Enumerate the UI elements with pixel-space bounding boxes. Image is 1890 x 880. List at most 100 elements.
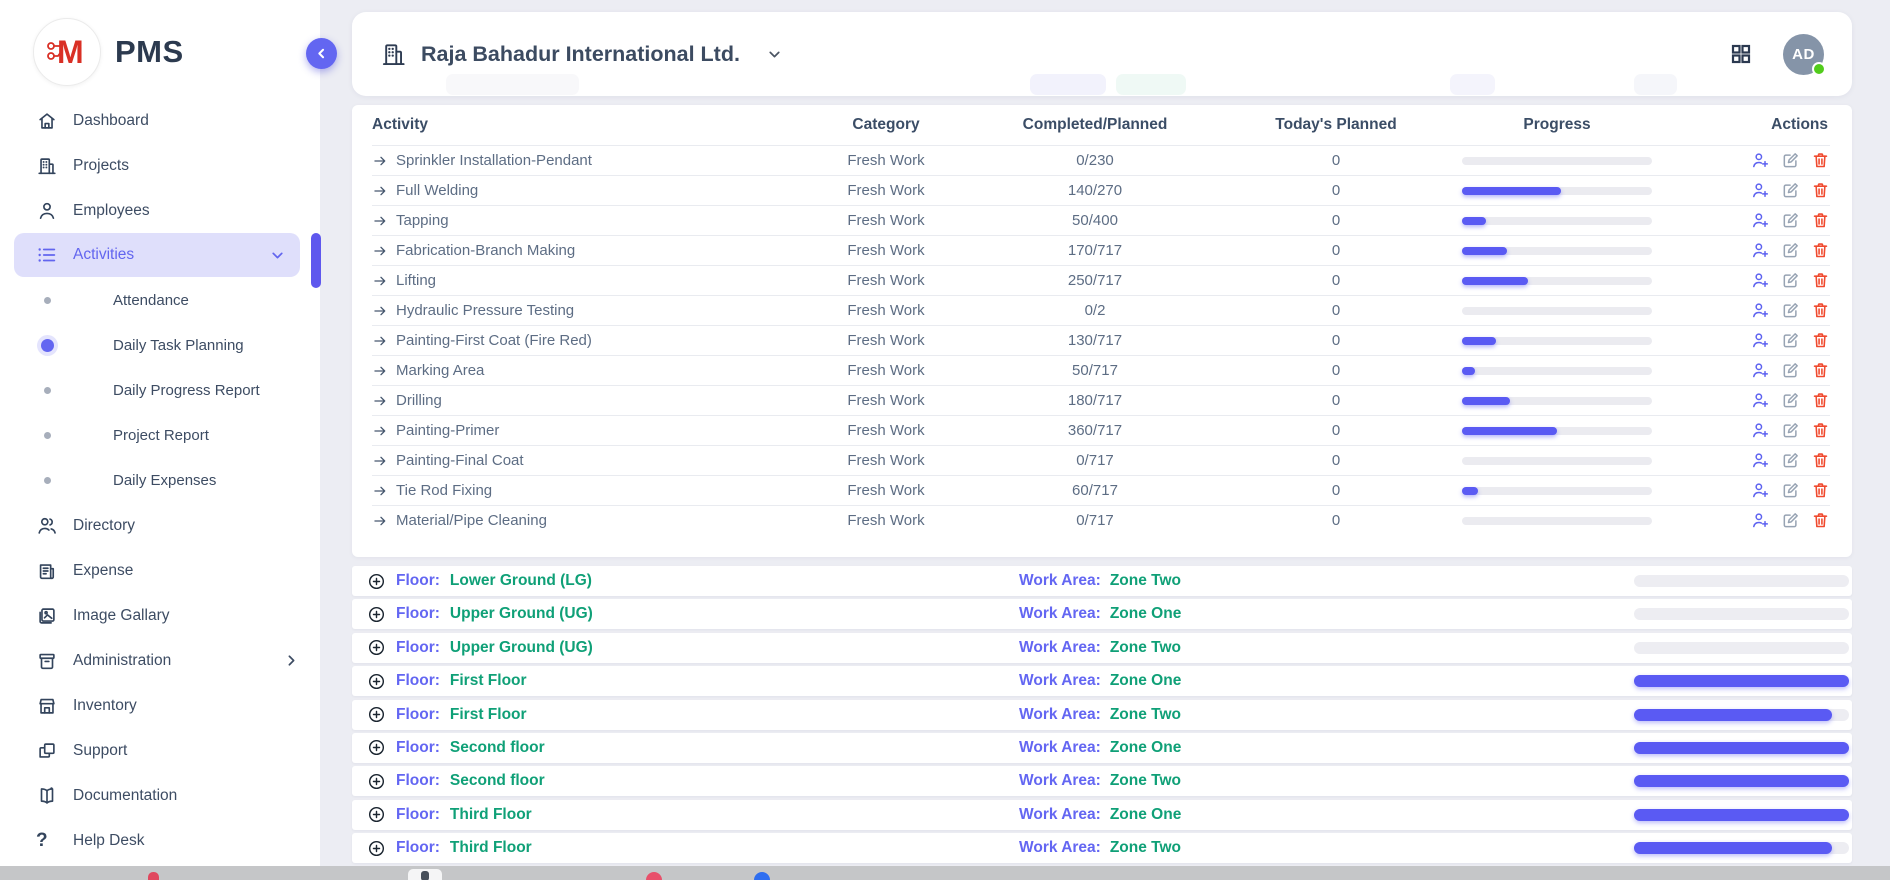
expand-plus-icon[interactable] <box>367 839 386 858</box>
assign-user-button[interactable] <box>1751 391 1770 410</box>
floor-label: Floor: <box>396 839 440 857</box>
sidebar-item-administration[interactable]: Administration <box>0 638 320 683</box>
online-status-dot <box>1812 61 1826 76</box>
delete-button[interactable] <box>1811 271 1830 290</box>
edit-button[interactable] <box>1781 151 1800 170</box>
sidebar-item-label: Administration <box>73 651 172 669</box>
floor-row[interactable]: Floor: Second floor Work Area: Zone Two <box>352 766 1852 797</box>
floor-row[interactable]: Floor: Second floor Work Area: Zone One <box>352 732 1852 763</box>
floor-row[interactable]: Floor: First Floor Work Area: Zone One <box>352 666 1852 697</box>
delete-button[interactable] <box>1811 391 1830 410</box>
assign-user-button[interactable] <box>1751 421 1770 440</box>
floor-row[interactable]: Floor: First Floor Work Area: Zone Two <box>352 699 1852 730</box>
sidebar-subitem-daily-expenses[interactable]: Daily Expenses <box>0 458 320 503</box>
company-selector[interactable]: Raja Bahadur International Ltd. <box>380 41 783 68</box>
apps-grid-icon[interactable] <box>1729 42 1753 66</box>
edit-button[interactable] <box>1781 241 1800 260</box>
sidebar-item-expense[interactable]: Expense <box>0 548 320 593</box>
activity-table-row[interactable]: Marking Area Fresh Work 50/717 0 <box>372 355 1830 385</box>
sidebar-subitem-daily-progress-report[interactable]: Daily Progress Report <box>0 368 320 413</box>
floor-row[interactable]: Floor: Upper Ground (UG) Work Area: Zone… <box>352 599 1852 630</box>
edit-button[interactable] <box>1781 361 1800 380</box>
sidebar-item-projects[interactable]: Projects <box>0 143 320 188</box>
delete-button[interactable] <box>1811 361 1830 380</box>
activity-table-row[interactable]: Fabrication-Branch Making Fresh Work 170… <box>372 235 1830 265</box>
sidebar-item-activities[interactable]: Activities <box>14 233 300 277</box>
activity-table-row[interactable]: Tapping Fresh Work 50/400 0 <box>372 205 1830 235</box>
sidebar-item-employees[interactable]: Employees <box>0 188 320 233</box>
activity-table-row[interactable]: Painting-First Coat (Fire Red) Fresh Wor… <box>372 325 1830 355</box>
delete-button[interactable] <box>1811 301 1830 320</box>
edit-button[interactable] <box>1781 511 1800 530</box>
edit-button[interactable] <box>1781 481 1800 500</box>
activity-table-row[interactable]: Sprinkler Installation-Pendant Fresh Wor… <box>372 145 1830 175</box>
delete-button[interactable] <box>1811 241 1830 260</box>
assign-user-button[interactable] <box>1751 331 1770 350</box>
sidebar-item-inventory[interactable]: Inventory <box>0 683 320 728</box>
expand-plus-icon[interactable] <box>367 805 386 824</box>
expand-plus-icon[interactable] <box>367 705 386 724</box>
edit-button[interactable] <box>1781 301 1800 320</box>
sidebar-item-dashboard[interactable]: Dashboard <box>0 98 320 143</box>
floor-progress-fill <box>1634 775 1849 788</box>
floor-row[interactable]: Floor: Third Floor Work Area: Zone Two <box>352 833 1852 864</box>
edit-button[interactable] <box>1781 451 1800 470</box>
assign-user-button[interactable] <box>1751 481 1770 500</box>
floor-row[interactable]: Floor: Third Floor Work Area: Zone One <box>352 799 1852 830</box>
edit-button[interactable] <box>1781 181 1800 200</box>
activity-table-row[interactable]: Painting-Primer Fresh Work 360/717 0 <box>372 415 1830 445</box>
activity-table-row[interactable]: Tie Rod Fixing Fresh Work 60/717 0 <box>372 475 1830 505</box>
edit-button[interactable] <box>1781 211 1800 230</box>
sidebar-item-image-gallary[interactable]: Image Gallary <box>0 593 320 638</box>
activity-category: Fresh Work <box>847 302 925 319</box>
delete-button[interactable] <box>1811 331 1830 350</box>
delete-button[interactable] <box>1811 181 1830 200</box>
edit-button[interactable] <box>1781 391 1800 410</box>
activity-table-row[interactable]: Painting-Final Coat Fresh Work 0/717 0 <box>372 445 1830 475</box>
assign-user-button[interactable] <box>1751 241 1770 260</box>
sidebar-subitem-daily-task-planning[interactable]: Daily Task Planning <box>0 323 320 368</box>
expand-plus-icon[interactable] <box>367 638 386 657</box>
edit-button[interactable] <box>1781 331 1800 350</box>
assign-user-button[interactable] <box>1751 181 1770 200</box>
expand-plus-icon[interactable] <box>367 572 386 591</box>
expand-plus-icon[interactable] <box>367 772 386 791</box>
activity-table-row[interactable]: Lifting Fresh Work 250/717 0 <box>372 265 1830 295</box>
sidebar-item-support[interactable]: Support <box>0 728 320 773</box>
activity-table-row[interactable]: Hydraulic Pressure Testing Fresh Work 0/… <box>372 295 1830 325</box>
assign-user-button[interactable] <box>1751 511 1770 530</box>
delete-button[interactable] <box>1811 511 1830 530</box>
sidebar-item-directory[interactable]: Directory <box>0 503 320 548</box>
assign-user-button[interactable] <box>1751 361 1770 380</box>
activity-table-row[interactable]: Full Welding Fresh Work 140/270 0 <box>372 175 1830 205</box>
expand-plus-icon[interactable] <box>367 738 386 757</box>
column-header-actions: Actions <box>1771 116 1828 133</box>
sidebar-collapse-button[interactable] <box>306 38 337 69</box>
sidebar-item-documentation[interactable]: Documentation <box>0 773 320 818</box>
assign-user-button[interactable] <box>1751 211 1770 230</box>
edit-button[interactable] <box>1781 271 1800 290</box>
edit-button[interactable] <box>1781 421 1800 440</box>
expand-plus-icon[interactable] <box>367 672 386 691</box>
logo-m-icon: M <box>47 34 84 70</box>
floor-row[interactable]: Floor: Upper Ground (UG) Work Area: Zone… <box>352 632 1852 663</box>
activity-category: Fresh Work <box>847 512 925 529</box>
delete-button[interactable] <box>1811 151 1830 170</box>
sidebar-subitem-project-report[interactable]: Project Report <box>0 413 320 458</box>
assign-user-button[interactable] <box>1751 301 1770 320</box>
delete-button[interactable] <box>1811 481 1830 500</box>
assign-user-button[interactable] <box>1751 451 1770 470</box>
floor-row[interactable]: Floor: Lower Ground (LG) Work Area: Zone… <box>352 566 1852 596</box>
floor-progress-bar <box>1634 741 1849 754</box>
activity-table-row[interactable]: Drilling Fresh Work 180/717 0 <box>372 385 1830 415</box>
sidebar-subitem-attendance[interactable]: Attendance <box>0 278 320 323</box>
assign-user-button[interactable] <box>1751 151 1770 170</box>
delete-button[interactable] <box>1811 451 1830 470</box>
assign-user-button[interactable] <box>1751 271 1770 290</box>
expand-plus-icon[interactable] <box>367 605 386 624</box>
sidebar-item-help-desk[interactable]: ? Help Desk <box>0 818 320 863</box>
user-avatar[interactable]: AD <box>1783 33 1826 76</box>
delete-button[interactable] <box>1811 421 1830 440</box>
delete-button[interactable] <box>1811 211 1830 230</box>
activity-table-row[interactable]: Material/Pipe Cleaning Fresh Work 0/717 … <box>372 505 1830 535</box>
